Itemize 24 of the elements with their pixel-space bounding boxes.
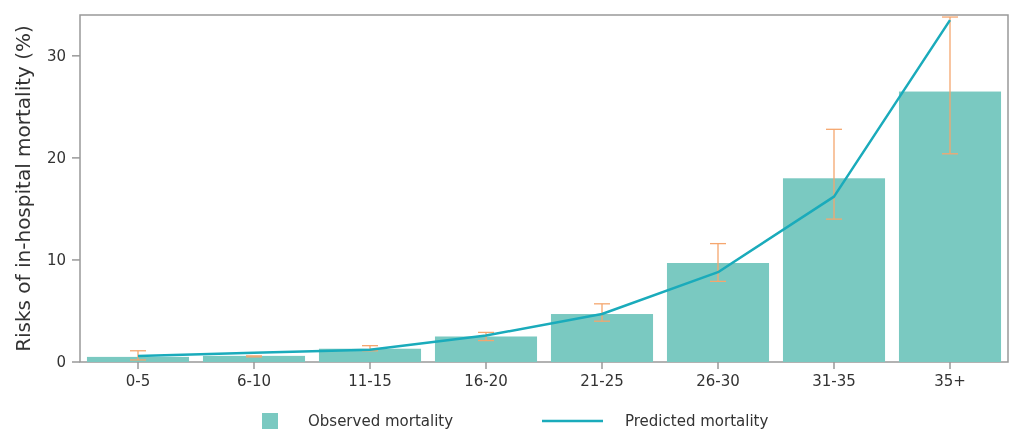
x-tick-label: 0-5	[125, 372, 151, 390]
bar	[202, 355, 306, 362]
y-tick-label: 10	[46, 251, 66, 270]
bar	[782, 178, 886, 362]
x-tick-label: 35+	[934, 372, 966, 390]
x-tick-label: 11-15	[348, 372, 392, 390]
bar	[318, 348, 422, 362]
x-tick-label: 31-35	[812, 372, 856, 390]
y-tick-label: 30	[46, 47, 66, 66]
legend-label: Observed mortality	[308, 412, 454, 430]
bar	[86, 356, 190, 362]
bar	[434, 336, 538, 362]
bar	[898, 91, 1002, 362]
bar	[550, 314, 654, 362]
x-tick-label: 26-30	[696, 372, 740, 390]
bar	[666, 263, 770, 362]
y-tick-label: 0	[56, 353, 66, 372]
y-axis-title: Risks of in-hospital mortality (%)	[11, 25, 35, 352]
legend-label: Predicted mortality	[625, 412, 769, 430]
x-tick-label: 16-20	[464, 372, 508, 390]
x-tick-label: 21-25	[580, 372, 624, 390]
line-series	[136, 18, 952, 358]
y-tick-label: 20	[46, 149, 66, 168]
x-tick-label: 6-10	[236, 372, 272, 390]
